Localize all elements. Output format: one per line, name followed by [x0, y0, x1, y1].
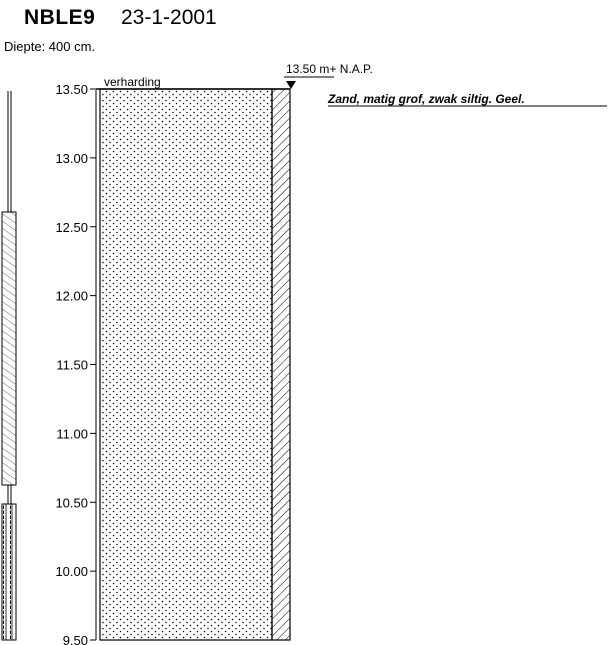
depth-tick-label: 13.00	[55, 151, 88, 166]
sand-layer-column	[99, 88, 273, 641]
depth-tick-label: 12.50	[55, 220, 88, 235]
depth-tick-label: 13.50	[55, 82, 88, 97]
well-filter	[1, 503, 17, 641]
well-casing	[1, 211, 17, 486]
depth-ticks: 13.50 13.00 12.50 12.00 11.50 11.00 10.50 10.00…	[55, 82, 96, 645]
depth-tick-label: 9.50	[63, 633, 88, 645]
depth-tick-label: 10.50	[55, 495, 88, 510]
borehole-id: NBLE9	[24, 6, 96, 29]
depth-tick-label: 11.50	[56, 358, 88, 373]
depth-tick-label: 10.00	[55, 564, 88, 579]
surface-level-label: 13.50 m+ N.A.P.	[286, 62, 373, 76]
borehole-date: 23-1-2001	[121, 6, 217, 29]
depth-tick-label: 12.00	[55, 289, 88, 304]
top-layer-label: verharding	[104, 75, 161, 89]
well-construction	[1, 91, 17, 641]
layer-description: Zand, matig grof, zwak siltig. Geel.	[327, 92, 525, 106]
level-marker-triangle	[286, 81, 296, 89]
depth-label: Diepte: 400 cm.	[4, 39, 96, 54]
depth-tick-label: 11.00	[56, 426, 88, 441]
hatched-side-strip	[271, 88, 291, 641]
